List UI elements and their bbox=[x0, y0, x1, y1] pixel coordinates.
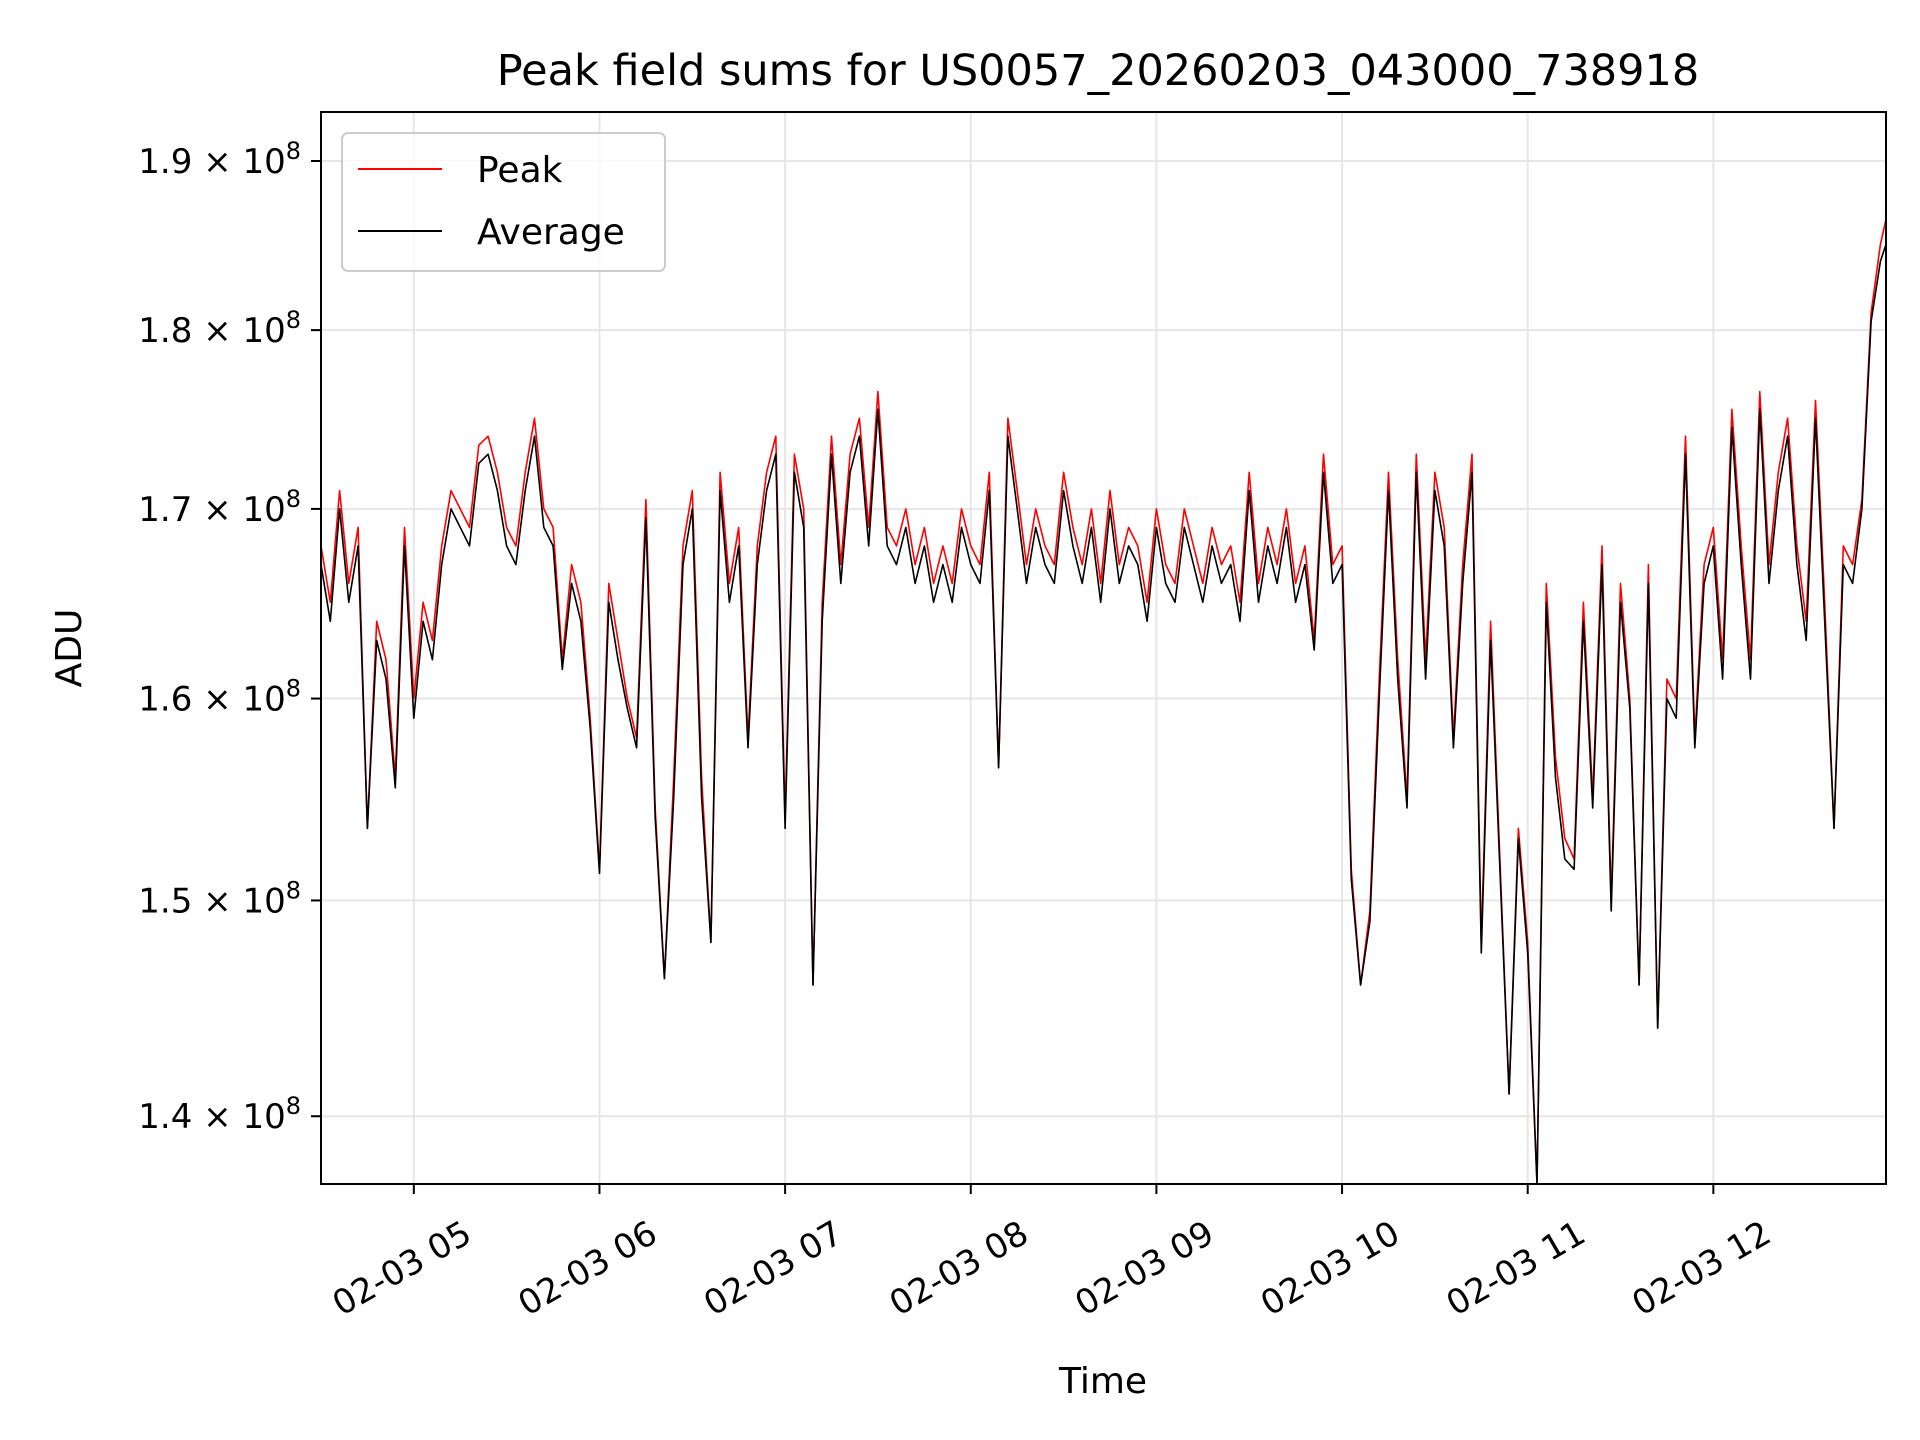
y-tick-label: 1.7 × 108 bbox=[138, 485, 301, 530]
x-tick-label: 02-03 10 bbox=[1254, 1213, 1406, 1324]
series-average-line bbox=[320, 244, 1887, 1185]
x-axis-label: Time bbox=[1058, 1361, 1147, 1402]
x-tick-label: 02-03 05 bbox=[326, 1213, 478, 1324]
plot-area-frame bbox=[320, 111, 1887, 1185]
y-tick-label: 1.8 × 108 bbox=[138, 306, 301, 351]
x-tick-label: 02-03 06 bbox=[512, 1213, 664, 1324]
chart-title: Peak field sums for US0057_20260203_0430… bbox=[497, 46, 1700, 96]
series-layer bbox=[320, 219, 1887, 1185]
y-tick-label: 1.9 × 108 bbox=[138, 137, 301, 182]
y-tick-label: 1.5 × 108 bbox=[138, 876, 301, 921]
y-axis-label: ADU bbox=[49, 609, 90, 688]
grid bbox=[321, 112, 1886, 1184]
x-tick-label: 02-03 12 bbox=[1625, 1213, 1777, 1324]
legend-average-label: Average bbox=[477, 212, 625, 253]
y-tick-label: 1.4 × 108 bbox=[138, 1092, 301, 1137]
x-tick-label: 02-03 07 bbox=[697, 1213, 849, 1324]
legend-peak-label: Peak bbox=[477, 150, 563, 191]
x-tick-label: 02-03 08 bbox=[883, 1213, 1035, 1324]
y-tick-label: 1.6 × 108 bbox=[138, 675, 301, 720]
x-axis: 02-03 05 02-03 06 02-03 07 02-03 08 02-03 09… bbox=[326, 1184, 1778, 1324]
x-tick-label: 02-03 09 bbox=[1069, 1213, 1221, 1324]
series-peak-line bbox=[320, 219, 1887, 1185]
legend: Peak Average bbox=[341, 132, 666, 272]
y-axis: 1.4 × 108 1.5 × 108 1.6 × 108 1.7 × 108 1.8 … bbox=[138, 137, 321, 1137]
x-tick-label: 02-03 11 bbox=[1440, 1213, 1592, 1324]
legend-box bbox=[341, 132, 666, 272]
